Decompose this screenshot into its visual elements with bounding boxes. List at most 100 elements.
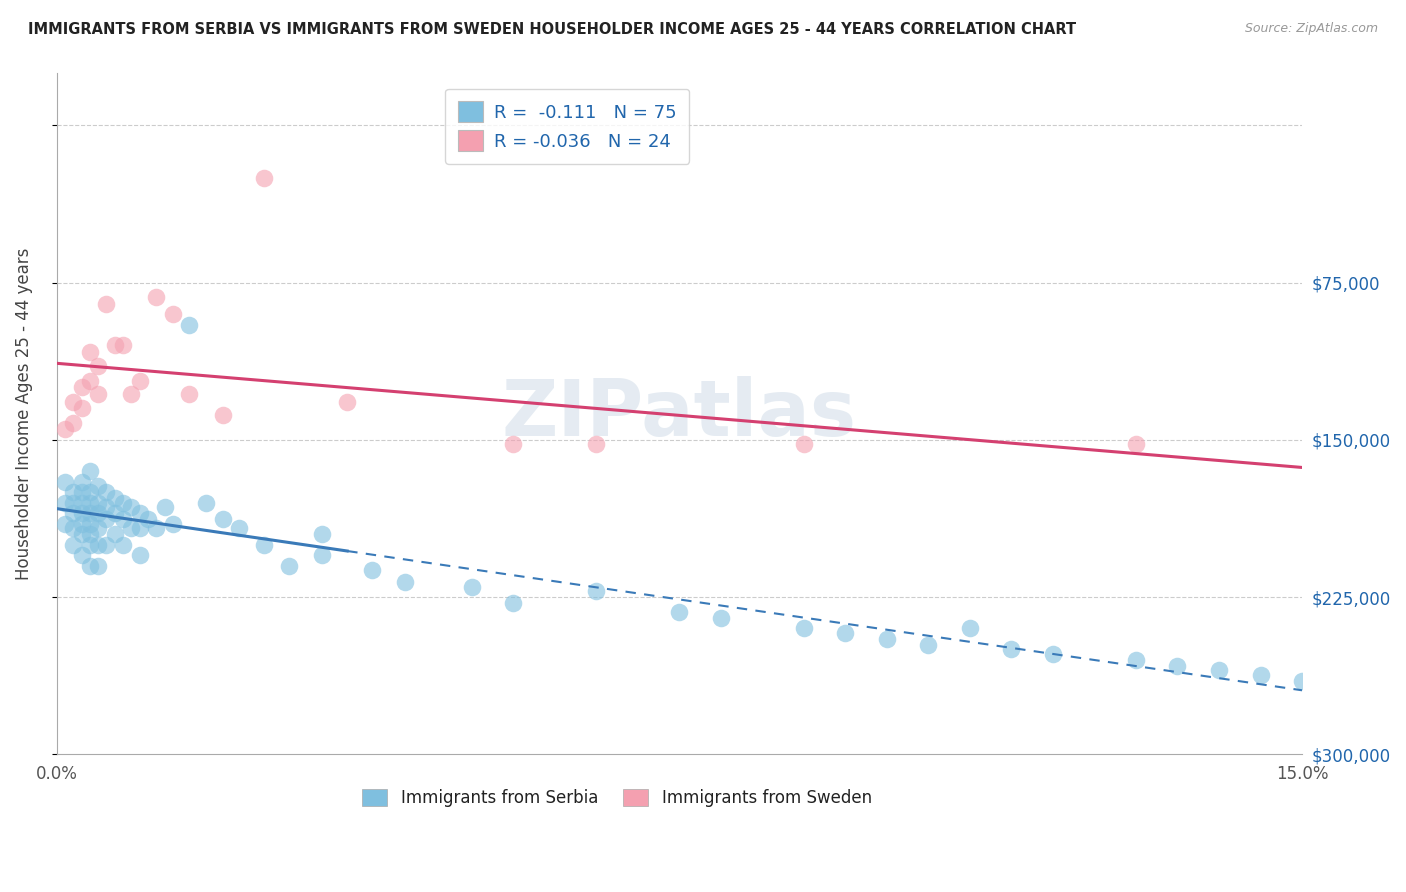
Point: [120, 386, 142, 401]
Point: [1125, 437, 1147, 451]
Legend: Immigrants from Serbia, Immigrants from Sweden: Immigrants from Serbia, Immigrants from …: [356, 782, 879, 814]
Y-axis label: Householder Income Ages 25 - 44 years: Householder Income Ages 25 - 44 years: [15, 247, 32, 580]
Point: [104, 527, 127, 541]
Point: [70, 527, 93, 541]
Point: [104, 338, 127, 352]
Point: [710, 611, 733, 625]
Point: [70, 380, 93, 394]
Point: [96, 538, 118, 552]
Point: [96, 512, 118, 526]
Point: [79, 464, 101, 478]
Point: [112, 538, 135, 552]
Point: [311, 548, 333, 562]
Point: [461, 580, 484, 594]
Point: [79, 496, 101, 510]
Point: [62, 395, 84, 409]
Text: Source: ZipAtlas.com: Source: ZipAtlas.com: [1244, 22, 1378, 36]
Point: [128, 506, 150, 520]
Point: [53, 475, 76, 489]
Point: [162, 307, 184, 321]
Point: [62, 496, 84, 510]
Point: [104, 506, 127, 520]
Point: [876, 632, 898, 646]
Point: [211, 512, 233, 526]
Point: [1291, 673, 1313, 688]
Point: [87, 506, 110, 520]
Point: [1042, 647, 1064, 661]
Point: [79, 527, 101, 541]
Point: [128, 521, 150, 535]
Point: [120, 521, 142, 535]
Point: [70, 506, 93, 520]
Point: [128, 548, 150, 562]
Point: [87, 496, 110, 510]
Point: [834, 625, 856, 640]
Point: [87, 386, 110, 401]
Point: [79, 506, 101, 520]
Point: [145, 290, 167, 304]
Point: [87, 558, 110, 573]
Point: [1166, 659, 1188, 673]
Point: [228, 521, 250, 535]
Point: [53, 422, 76, 436]
Point: [668, 605, 690, 619]
Point: [128, 374, 150, 388]
Point: [70, 496, 93, 510]
Point: [104, 491, 127, 506]
Point: [87, 538, 110, 552]
Point: [1000, 642, 1022, 657]
Point: [70, 475, 93, 489]
Point: [162, 516, 184, 531]
Point: [917, 638, 939, 652]
Text: ZIPatlas: ZIPatlas: [502, 376, 856, 451]
Point: [394, 575, 416, 590]
Point: [62, 416, 84, 430]
Point: [195, 496, 218, 510]
Point: [53, 516, 76, 531]
Point: [79, 538, 101, 552]
Point: [120, 500, 142, 514]
Point: [502, 596, 524, 610]
Point: [96, 485, 118, 500]
Point: [585, 583, 607, 598]
Point: [153, 500, 176, 514]
Point: [70, 485, 93, 500]
Point: [179, 318, 201, 332]
Point: [336, 395, 359, 409]
Text: IMMIGRANTS FROM SERBIA VS IMMIGRANTS FROM SWEDEN HOUSEHOLDER INCOME AGES 25 - 44: IMMIGRANTS FROM SERBIA VS IMMIGRANTS FRO…: [28, 22, 1076, 37]
Point: [112, 512, 135, 526]
Point: [53, 496, 76, 510]
Point: [585, 437, 607, 451]
Point: [87, 479, 110, 493]
Point: [79, 516, 101, 531]
Point: [96, 296, 118, 310]
Point: [87, 359, 110, 374]
Point: [793, 622, 815, 636]
Point: [1208, 664, 1230, 678]
Point: [211, 408, 233, 422]
Point: [79, 558, 101, 573]
Point: [959, 622, 981, 636]
Point: [112, 496, 135, 510]
Point: [136, 512, 159, 526]
Point: [70, 401, 93, 416]
Point: [253, 170, 276, 185]
Point: [361, 563, 384, 577]
Point: [79, 374, 101, 388]
Point: [311, 527, 333, 541]
Point: [145, 521, 167, 535]
Point: [62, 521, 84, 535]
Point: [87, 521, 110, 535]
Point: [502, 437, 524, 451]
Point: [62, 506, 84, 520]
Point: [253, 538, 276, 552]
Point: [70, 548, 93, 562]
Point: [1125, 653, 1147, 667]
Point: [1250, 667, 1272, 681]
Point: [79, 485, 101, 500]
Point: [278, 558, 301, 573]
Point: [793, 437, 815, 451]
Point: [96, 500, 118, 514]
Point: [112, 338, 135, 352]
Point: [179, 386, 201, 401]
